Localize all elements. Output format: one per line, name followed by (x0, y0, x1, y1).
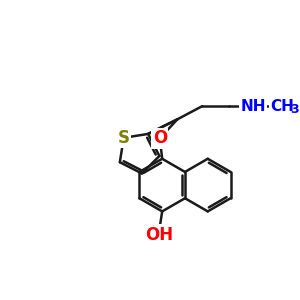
Text: NH: NH (241, 99, 266, 114)
Text: O: O (153, 129, 167, 147)
Text: CH: CH (270, 99, 294, 114)
Text: OH: OH (145, 226, 173, 244)
Text: 3: 3 (290, 103, 298, 116)
Text: S: S (118, 129, 130, 147)
